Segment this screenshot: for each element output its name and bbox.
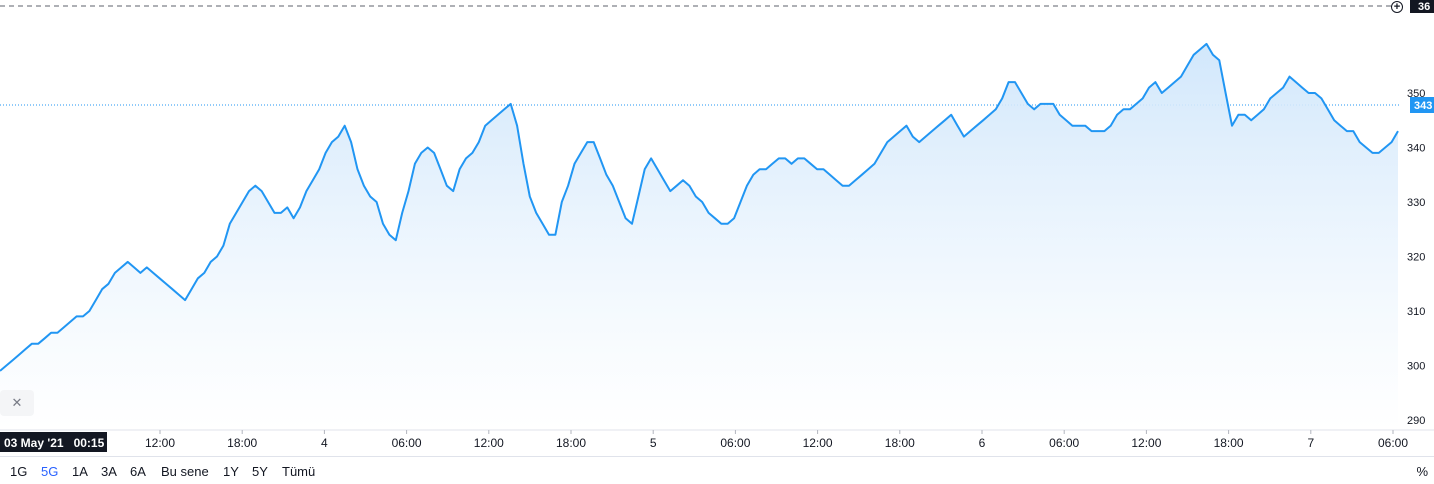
x-tick-label: 06:00 — [1378, 436, 1408, 450]
plus-circle-icon[interactable]: + — [1391, 1, 1403, 13]
x-tick-label: 06:00 — [720, 436, 750, 450]
range-button-bu-sene[interactable]: Bu sene — [161, 464, 209, 479]
max-price-label: 36 — [1418, 1, 1430, 13]
percent-toggle[interactable]: % — [1416, 464, 1428, 479]
y-tick-label: 320 — [1407, 252, 1425, 264]
x-tick-label: 06:00 — [1049, 436, 1079, 450]
x-tick-label: 7 — [1307, 436, 1314, 450]
y-tick-label: 340 — [1407, 143, 1425, 155]
x-axis: 12:00 18:00 4 06:00 12:00 18:00 5 06:00 12:00 18:… — [145, 430, 1408, 450]
crosshair-date-label: 03 May '21 00:15 — [4, 436, 105, 450]
range-button-1y[interactable]: 1Y — [223, 464, 239, 479]
range-button-6a[interactable]: 6A — [130, 464, 146, 479]
last-price-label: 343 — [1414, 100, 1432, 112]
x-tick-label: 18:00 — [1214, 436, 1244, 450]
range-button-5g[interactable]: 5G — [41, 464, 59, 479]
x-tick-label: 12:00 — [803, 436, 833, 450]
x-tick-label: 18:00 — [227, 436, 257, 450]
last-price-tag — [1410, 97, 1434, 113]
x-tick-label: 5 — [650, 436, 657, 450]
price-line — [0, 42, 1399, 372]
range-button-tumu[interactable]: Tümü — [282, 464, 316, 479]
max-price-tag — [1410, 0, 1434, 13]
x-tick-label: 18:00 — [556, 436, 586, 450]
x-tick-label: 18:00 — [885, 436, 915, 450]
range-button-5y[interactable]: 5Y — [252, 464, 268, 479]
y-tick-label: 310 — [1407, 306, 1425, 318]
x-tick-label: 12:00 — [1131, 436, 1161, 450]
x-tick-label: 12:00 — [145, 436, 175, 450]
range-button-1g[interactable]: 1G — [10, 464, 28, 479]
crosshair-date-box — [0, 432, 107, 452]
x-tick-label: 12:00 — [474, 436, 504, 450]
x-tick-label: 06:00 — [392, 436, 422, 450]
y-tick-label: 330 — [1407, 197, 1425, 209]
close-icon[interactable]: ✕ — [0, 390, 34, 416]
x-tick-label: 6 — [979, 436, 986, 450]
y-tick-label: 300 — [1407, 361, 1425, 373]
range-button-1a[interactable]: 1A — [72, 464, 88, 479]
range-toolbar: 1G 5G 1A 3A 6A Bu sene 1Y 5Y Tümü % — [0, 456, 1434, 484]
range-button-3a[interactable]: 3A — [101, 464, 117, 479]
price-area — [0, 43, 1398, 431]
x-tick-label: 4 — [321, 436, 328, 450]
y-tick-label: 290 — [1407, 415, 1425, 427]
